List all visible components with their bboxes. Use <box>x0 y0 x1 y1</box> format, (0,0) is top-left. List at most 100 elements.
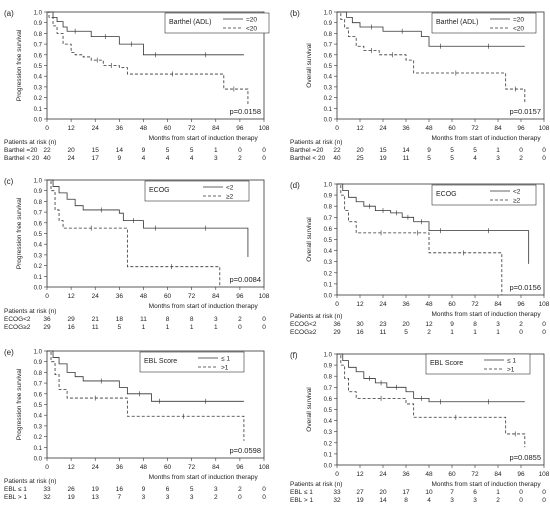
y-axis-label: Progression free survival <box>16 29 23 101</box>
x-tick-label: 0 <box>335 125 339 132</box>
risk-count: 5 <box>190 147 194 154</box>
risk-table-header: Patients at risk (n) <box>290 481 342 488</box>
legend-box <box>425 353 531 375</box>
risk-count: 33 <box>43 486 51 493</box>
risk-count: 7 <box>118 494 122 501</box>
y-tick-label: 0.5 <box>324 238 333 244</box>
risk-count: 15 <box>92 147 100 154</box>
risk-count: 10 <box>425 489 433 496</box>
risk-count: 17 <box>92 155 100 162</box>
risk-count: 7 <box>450 489 454 496</box>
legend-entry: <2 <box>513 189 521 196</box>
legend-entry: ≤ 1 <box>507 358 516 365</box>
panel-label: (b) <box>290 9 300 18</box>
legend-entry: =20 <box>246 17 257 24</box>
risk-count: 8 <box>473 321 477 328</box>
risk-row-label: Barthel =20 <box>290 147 324 154</box>
panel-label: (e) <box>4 348 14 357</box>
risk-count: 8 <box>190 316 194 323</box>
x-tick-label: 84 <box>212 293 220 300</box>
series-line-1 <box>47 350 244 402</box>
x-tick-label: 36 <box>116 293 124 300</box>
risk-count: 4 <box>166 155 170 162</box>
risk-count: 2 <box>496 497 500 504</box>
y-tick-label: 0.6 <box>324 53 333 59</box>
risk-count: 8 <box>404 497 408 504</box>
legend-entry: <20 <box>513 26 524 33</box>
x-tick-label: 108 <box>539 125 550 132</box>
risk-count: 1 <box>142 324 146 331</box>
x-tick-label: 60 <box>448 125 456 132</box>
x-tick-label: 72 <box>471 125 479 132</box>
risk-row-label: EBL > 1 <box>4 494 27 501</box>
series-line-1 <box>337 11 525 47</box>
legend-title: EBL Score <box>144 358 177 365</box>
x-tick-label: 12 <box>356 125 364 132</box>
x-tick-label: 36 <box>116 464 124 471</box>
risk-count: 3 <box>496 321 500 328</box>
risk-count: 16 <box>356 329 364 336</box>
y-tick-label: 0.2 <box>34 264 43 270</box>
x-axis-label: Months from start of induction therapy <box>149 135 259 142</box>
x-tick-label: 12 <box>356 471 364 478</box>
risk-count: 30 <box>356 321 364 328</box>
y-tick-label: 0.8 <box>34 32 43 38</box>
risk-count: 6 <box>473 489 477 496</box>
risk-count: 26 <box>67 486 75 493</box>
y-tick-label: 0.8 <box>324 32 333 38</box>
risk-count: 5 <box>166 147 170 154</box>
x-tick-label: 48 <box>140 464 148 471</box>
x-tick-label: 36 <box>116 125 124 132</box>
legend-title: Barthel (ADL) <box>436 19 478 26</box>
risk-count: 11 <box>92 324 99 331</box>
y-tick-label: 1.0 <box>34 11 43 17</box>
risk-count: 4 <box>190 155 194 162</box>
risk-count: 20 <box>67 147 75 154</box>
y-tick-label: 0.9 <box>34 360 43 366</box>
risk-row-label: ECOG≥2 <box>290 329 317 336</box>
risk-count: 0 <box>542 497 546 504</box>
x-tick-label: 60 <box>164 464 172 471</box>
legend-box <box>431 12 537 34</box>
risk-count: 3 <box>166 494 170 501</box>
y-tick-label: 0.8 <box>34 371 43 377</box>
risk-count: 1 <box>214 324 218 331</box>
risk-count: 2 <box>214 494 218 501</box>
x-tick-label: 72 <box>471 471 479 478</box>
y-tick-label: 0.4 <box>34 414 43 420</box>
risk-count: 13 <box>92 494 100 501</box>
x-tick-label: 108 <box>259 125 270 132</box>
risk-table-header: Patients at risk (n) <box>290 139 342 146</box>
risk-count: 18 <box>116 316 124 323</box>
legend-entry: =20 <box>513 17 524 24</box>
p-value: p=0.0156 <box>510 283 542 292</box>
y-tick-label: 0.4 <box>34 243 43 249</box>
p-value: p=0.0855 <box>510 453 542 462</box>
y-tick-label: 0.4 <box>324 75 333 81</box>
legend: EBL Score ≤ 1 >1 <box>425 353 531 375</box>
x-tick-label: 60 <box>448 471 456 478</box>
series-line-2 <box>47 350 245 441</box>
risk-count: 5 <box>427 155 431 162</box>
x-tick-label: 0 <box>45 464 49 471</box>
y-tick-label: 0.9 <box>34 189 43 195</box>
y-tick-label: 0.5 <box>324 64 333 70</box>
legend-entry: <20 <box>246 26 257 33</box>
risk-table-header: Patients at risk (n) <box>4 478 56 485</box>
risk-count: 6 <box>166 486 170 493</box>
p-value: p=0.0598 <box>230 446 262 455</box>
y-tick-label: 0.8 <box>324 375 333 381</box>
risk-count: 15 <box>379 147 387 154</box>
risk-count: 16 <box>116 486 124 493</box>
y-tick-label: 0.3 <box>34 424 43 430</box>
chart-panel-1: (a)0.00.10.20.30.40.50.60.70.80.91.00 12 2… <box>4 9 270 162</box>
x-tick-label: 84 <box>212 464 220 471</box>
risk-count: 8 <box>166 316 170 323</box>
x-tick-label: 72 <box>188 464 196 471</box>
risk-count: 33 <box>333 489 341 496</box>
x-tick-label: 48 <box>140 293 148 300</box>
risk-count: 1 <box>496 329 500 336</box>
y-tick-label: 0.6 <box>324 397 333 403</box>
risk-count: 1 <box>190 324 194 331</box>
chart-panel-5: (e) 0.0 0.1 0.2 0.3 0.4 0.5 0.6 0.7 0.8 0.9 1.0 0 12 2… <box>4 348 270 501</box>
